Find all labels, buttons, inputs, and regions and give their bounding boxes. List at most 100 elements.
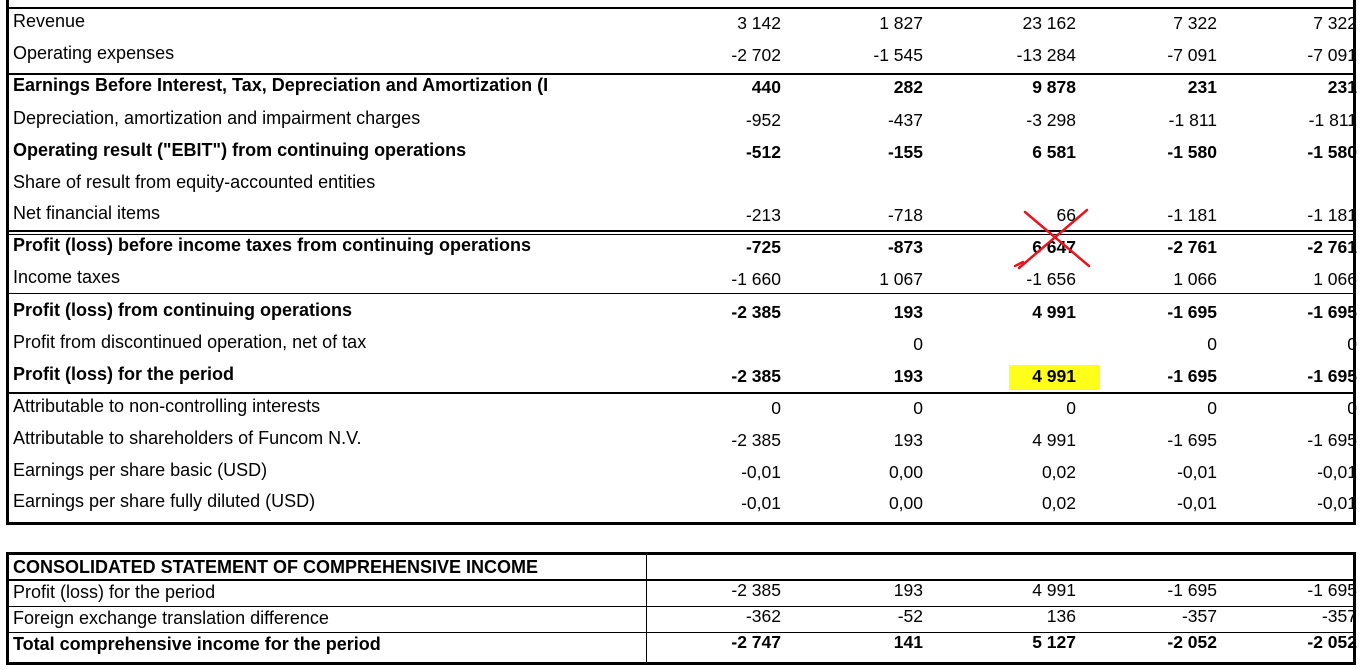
row-value: -3 298 (1026, 110, 1076, 130)
row-divider (9, 632, 1353, 633)
row-value: 6 581 (1032, 142, 1076, 162)
row-value: -155 (887, 142, 923, 162)
title-divider (9, 579, 1353, 581)
row-label: Earnings per share fully diluted (USD) (13, 491, 316, 511)
row-value: 4 991 (1032, 366, 1076, 386)
comprehensive-income-table: CONSOLIDATED STATEMENT OF COMPREHENSIVE … (6, 552, 1357, 665)
row-value: 0 (1347, 334, 1357, 354)
row-value: 1 066 (1173, 269, 1217, 289)
row-label: Depreciation, amortization and impairmen… (13, 108, 421, 128)
row-label: Profit (loss) before income taxes from c… (13, 235, 532, 255)
row-value: -0,01 (741, 462, 781, 482)
row-value: -2 702 (731, 45, 781, 65)
row-label: Earnings per share basic (USD) (13, 460, 268, 480)
row-value: -1 695 (1167, 430, 1217, 450)
row-value: -357 (1181, 606, 1217, 626)
row-value: -952 (745, 110, 781, 130)
row-value: -52 (897, 606, 923, 626)
row-value: -1 695 (1167, 580, 1217, 600)
row-value: -0,01 (1177, 462, 1217, 482)
row-value: -1 695 (1307, 430, 1357, 450)
row-label: Income taxes (13, 267, 121, 287)
row-label: Operating result ("EBIT") from continuin… (13, 140, 467, 160)
income-statement-table: Revenue 3 142 1 827 23 162 7 322 7 322 Operati… (6, 0, 1357, 525)
row-value: 0,00 (888, 462, 923, 482)
row-value: 5 127 (1032, 632, 1076, 652)
row-label: Foreign exchange translation difference (13, 608, 329, 628)
row-value: -437 (887, 110, 923, 130)
section-divider (9, 7, 1353, 9)
row-value: -725 (745, 237, 781, 257)
row-value: 1 827 (879, 13, 923, 33)
row-label: Operating expenses (13, 43, 175, 63)
section-divider (9, 392, 1353, 394)
row-value: -1 580 (1307, 142, 1357, 162)
column-divider (646, 555, 647, 662)
row-value: 4 991 (1032, 580, 1076, 600)
section-divider (9, 73, 1353, 75)
row-value: 136 (1046, 606, 1076, 626)
row-value: 0,00 (888, 493, 923, 513)
row-value: 4 991 (1032, 430, 1076, 450)
row-value: -1 695 (1307, 302, 1357, 322)
row-value: 0 (913, 334, 923, 354)
row-value: 0 (1347, 398, 1357, 418)
row-value: 7 322 (1173, 13, 1217, 33)
row-value: 1 067 (879, 269, 923, 289)
row-value: 66 (1056, 205, 1076, 225)
row-value: -1 181 (1307, 205, 1357, 225)
row-value: -1 545 (873, 45, 923, 65)
row-value: -2 385 (731, 430, 781, 450)
row-value: -873 (887, 237, 923, 257)
row-label: Profit (loss) for the period (13, 582, 216, 602)
row-value: -1 181 (1167, 205, 1217, 225)
row-value: -0,01 (1317, 493, 1357, 513)
row-value: 3 142 (737, 13, 781, 33)
row-value: -718 (887, 205, 923, 225)
row-value: -2 052 (1167, 632, 1217, 652)
section-divider (9, 230, 1353, 232)
row-value: 0 (1066, 398, 1076, 418)
row-value: -0,01 (741, 493, 781, 513)
highlight-marker (1009, 365, 1100, 390)
section-title: CONSOLIDATED STATEMENT OF COMPREHENSIVE … (13, 557, 539, 577)
row-label: Share of result from equity-accounted en… (13, 172, 376, 192)
row-value: -2 385 (731, 366, 781, 386)
row-value: 440 (751, 77, 781, 97)
row-value: 0 (913, 398, 923, 418)
row-label: Earnings Before Interest, Tax, Depreciat… (13, 75, 549, 95)
row-value: 193 (893, 366, 923, 386)
row-value: -7 091 (1167, 45, 1217, 65)
section-divider (9, 234, 1353, 235)
row-value: 193 (893, 302, 923, 322)
row-label: Profit from discontinued operation, net … (13, 332, 367, 352)
row-value: -362 (745, 606, 781, 626)
row-value: -2 761 (1167, 237, 1217, 257)
row-value: 6 647 (1032, 237, 1076, 257)
row-value: -1 660 (731, 269, 781, 289)
row-value: -1 695 (1167, 366, 1217, 386)
cross-out-stroke (1013, 260, 1025, 268)
row-value: 0 (771, 398, 781, 418)
row-label: Revenue (13, 11, 86, 31)
row-label: Profit (loss) for the period (13, 364, 235, 384)
row-value: -1 811 (1168, 110, 1217, 130)
row-value: 231 (1327, 77, 1357, 97)
row-value: -2 747 (731, 632, 781, 652)
row-label: Attributable to shareholders of Funcom N… (13, 428, 362, 448)
row-value: -2 385 (731, 302, 781, 322)
row-value: 23 162 (1022, 13, 1076, 33)
row-label: Profit (loss) from continuing operations (13, 300, 352, 320)
row-label: Attributable to non-controlling interest… (13, 396, 321, 416)
row-value: -213 (745, 205, 781, 225)
row-value: -512 (745, 142, 781, 162)
row-label: Net financial items (13, 203, 161, 223)
row-value: -7 091 (1307, 45, 1357, 65)
row-value: 0,02 (1041, 493, 1076, 513)
row-value: -1 695 (1167, 302, 1217, 322)
row-divider (9, 606, 1353, 607)
row-value: 231 (1187, 77, 1217, 97)
section-divider (9, 293, 1353, 294)
row-value: 282 (893, 77, 923, 97)
row-value: -1 580 (1167, 142, 1217, 162)
